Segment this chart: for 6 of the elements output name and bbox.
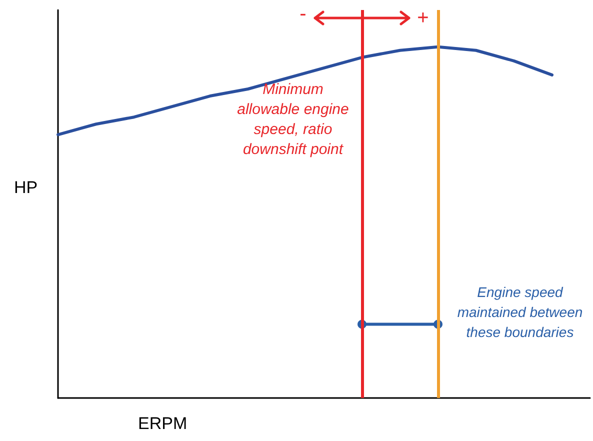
annotation: Minimum allowable engine speed, ratio downshift point: [236, 80, 350, 160]
text: -: [296, 3, 310, 25]
x-axis-title: ERPM: [138, 414, 188, 434]
annotation: Engine speed maintained between these boundaries: [456, 283, 584, 342]
y-axis-title: HP: [14, 178, 38, 198]
text: +: [416, 7, 430, 29]
